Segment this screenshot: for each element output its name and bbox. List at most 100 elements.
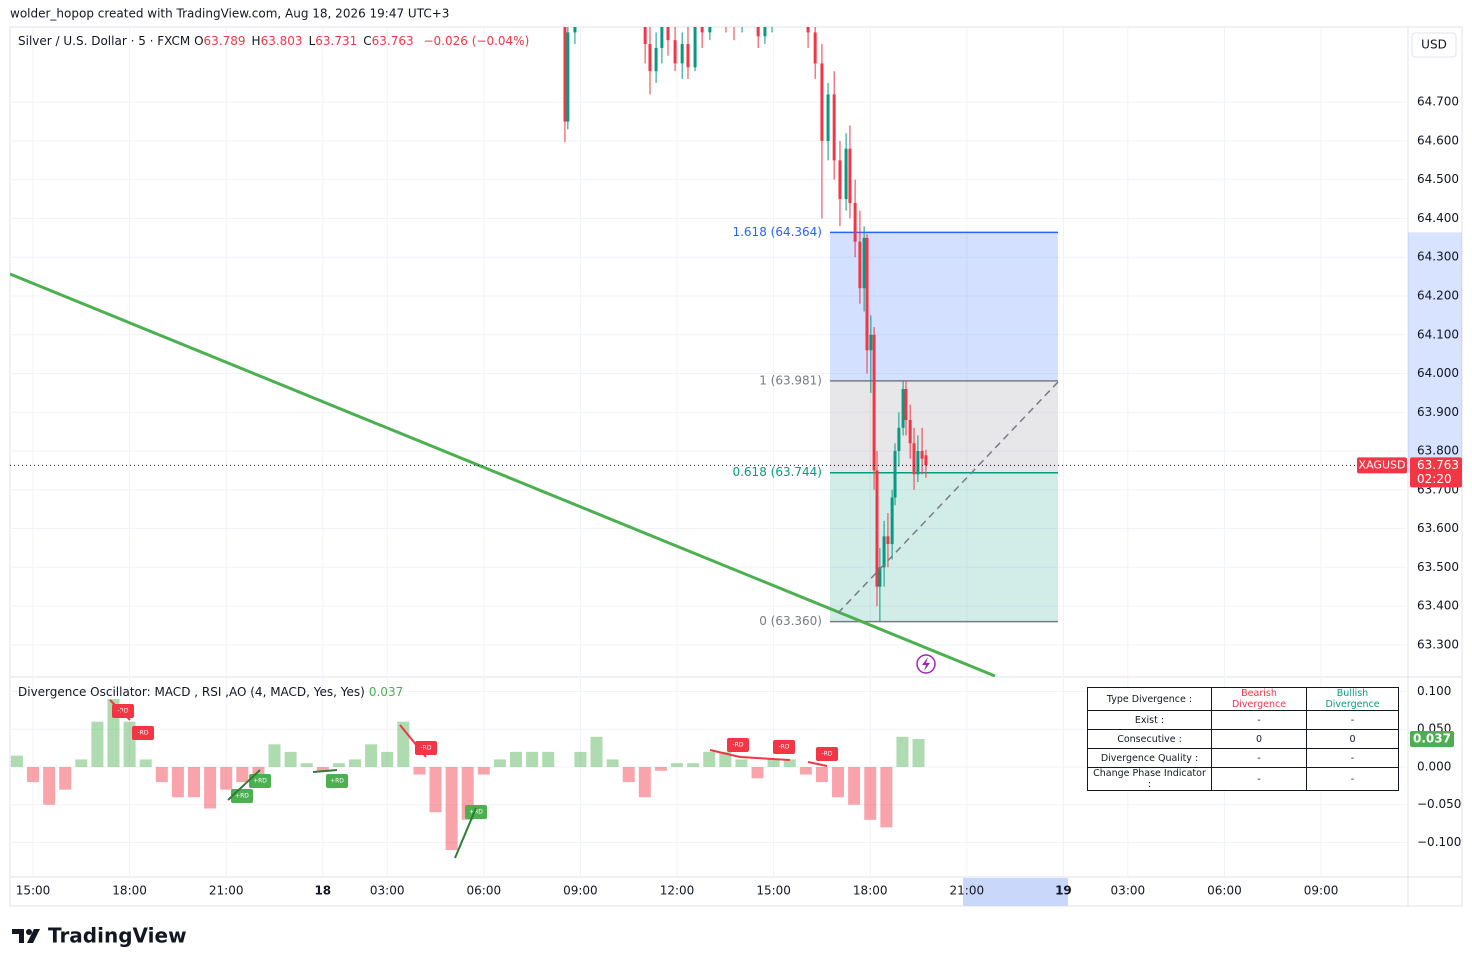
divergence-line [312,769,338,773]
histogram-bar [896,736,909,767]
table-row: Type Divergence : Bearish Divergence Bulli… [1087,687,1399,711]
table-cell: 0 [1306,729,1399,749]
divergence-marker-label: +RD [330,778,344,785]
histogram-bar [171,766,184,798]
candle-body [789,0,792,1]
fib-zone [830,472,1058,622]
histogram-bar [429,766,442,813]
table-cell: Divergence Quality : [1087,748,1212,768]
fib-label: 1.618 (64.364) [732,225,822,239]
table-cell: - [1306,710,1399,730]
histogram-bar [687,763,700,767]
histogram-bar [848,766,861,805]
candle-body [763,27,767,37]
legend: Silver / U.S. Dollar · 5 · FXCM O63.789 H… [18,34,535,48]
candle-body [708,27,712,33]
ohlc-value: 63.789 [203,34,246,48]
candle-body [853,202,857,242]
logo-text: TradingView [48,924,187,948]
change: −0.026 (−0.04%) [423,34,530,48]
histogram-bar [413,766,426,775]
table-cell: - [1211,748,1307,768]
candle-body [908,420,912,444]
histogram-bar [703,751,716,767]
table-cell: Bullish Divergence [1306,687,1399,711]
x-tick-label: 19 [1055,884,1072,898]
histogram-bar [381,751,394,767]
candle-body [686,44,690,68]
x-tick-label: 21:00 [950,884,985,898]
divergence-lines [109,699,828,859]
candle-body [716,1,719,9]
y-tick-label: 0.100 [1417,684,1451,698]
histogram-bar [880,766,893,828]
ohlc-value: 63.731 [315,34,358,48]
table-row: Exist :-- [1087,710,1399,730]
histogram-bar [187,766,200,798]
divergence-marker-label: -RD [733,742,744,749]
histogram-bar [767,759,780,767]
y-tick-label: 63.400 [1417,599,1459,613]
divergence-marker [132,726,154,740]
divergence-marker [816,747,838,761]
histogram-bar [316,766,329,771]
candle-body [832,94,836,161]
oscillator-legend: Divergence Oscillator: MACD , RSI ,AO (4… [18,685,403,699]
candle-body [660,27,664,48]
countdown-label: 02:20 [1417,472,1452,486]
y-tick-label: −0.100 [1417,835,1461,849]
table-cell: Change Phase Indicator : [1087,767,1212,791]
divergence-marker-label: +RD [235,793,249,800]
fib-label: 0 (63.360) [759,614,822,628]
x-tick-label: 06:00 [467,884,502,898]
logo [12,929,40,943]
divergence-marker [326,774,348,788]
x-tick-label: 03:00 [370,884,405,898]
histogram-bar [574,751,587,767]
histogram-bar [445,766,458,851]
currency-button[interactable] [1411,32,1457,58]
y-tick-label: 63.300 [1417,637,1459,651]
x-tick-label: 09:00 [1304,884,1339,898]
candle-body [779,1,782,5]
candle-body [799,0,802,9]
histogram-bar [783,759,796,767]
candle-body [654,47,658,72]
last-value-tag [1410,731,1454,748]
fib-label: 0.618 (63.744) [732,465,822,479]
histogram-bar [542,751,555,767]
ohlc-value: 63.763 [371,34,414,48]
ohlc-key: H [251,34,261,48]
y-tick-label: 64.600 [1417,133,1459,147]
candle-body [566,32,570,122]
price-tag-label: 63.763 [1417,458,1459,472]
fib-zone [830,380,1058,473]
histogram-bar [864,766,877,820]
price-tag [1410,457,1462,488]
candle-body [875,470,879,587]
candle-body [916,451,920,475]
candle-body [643,27,647,45]
candle-body [858,241,862,289]
ohlc-key: L [308,34,316,48]
histogram-bar [139,759,152,767]
divergence-line [454,807,477,859]
candle-body [563,27,567,122]
candle-body [756,27,760,37]
histogram-bar [91,721,104,767]
histogram-bar [815,766,828,783]
y-tick-label: 64.300 [1417,250,1459,264]
divergence-line [109,699,131,721]
candle-body [826,94,830,141]
candles [563,0,928,622]
currency[interactable]: USD [1421,38,1447,52]
ohlc: O63.789 H63.803 L63.731 C63.763 [194,34,420,48]
candle-body [893,451,897,498]
histogram-bar [268,744,281,767]
histogram-bar [912,739,925,767]
divergence-line [807,761,828,767]
y-tick-label: 64.000 [1417,366,1459,380]
